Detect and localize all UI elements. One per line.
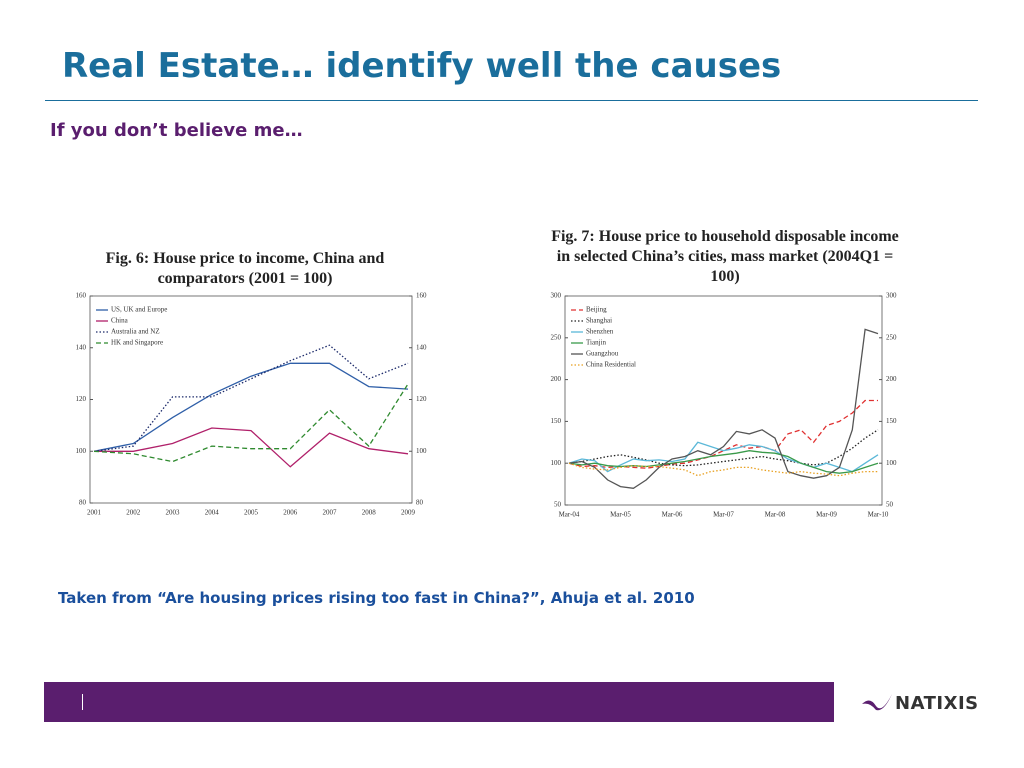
y2-tick-label: 100 (416, 447, 427, 455)
logo-text: NATIXIS (895, 693, 979, 714)
legend-label: US, UK and Europe (111, 306, 167, 314)
footer-divider (82, 694, 83, 710)
footer-bar (44, 682, 834, 722)
x-tick-label: 2006 (283, 509, 298, 517)
y2-tick-label: 300 (886, 292, 897, 300)
y2-tick-label: 140 (416, 343, 427, 351)
legend-label: Guangzhou (586, 350, 619, 358)
series-line (568, 429, 879, 467)
y-tick-label: 140 (76, 343, 87, 351)
legend-label: Beijing (586, 306, 607, 314)
y-tick-label: 250 (551, 333, 562, 341)
x-tick-label: 2003 (166, 509, 181, 517)
x-tick-label: 2001 (87, 509, 102, 517)
x-tick-label: 2002 (126, 509, 141, 517)
chart-title: Fig. 7: House price to household disposa… (551, 228, 899, 285)
legend-label: China Residential (586, 361, 636, 369)
legend-label: Shenzhen (586, 328, 614, 336)
series-line (93, 383, 409, 463)
y2-tick-label: 150 (886, 417, 897, 425)
title-rule (45, 100, 978, 101)
x-tick-label: Mar-06 (662, 511, 683, 519)
plot-frame (564, 295, 883, 506)
y2-tick-label: 50 (886, 501, 894, 509)
x-tick-label: Mar-07 (713, 511, 734, 519)
series-line (94, 427, 409, 468)
x-tick-label: Mar-10 (868, 511, 889, 519)
series-line (568, 441, 879, 473)
y-tick-label: 120 (76, 395, 87, 403)
y2-tick-label: 160 (416, 292, 427, 300)
x-tick-label: Mar-05 (610, 511, 631, 519)
subtitle: If you don’t believe me… (50, 120, 303, 141)
chart: 80 100 120 140 160 80 100 120 140 160 2001 2002 2003… (76, 292, 428, 517)
y2-tick-label: 100 (886, 459, 897, 467)
x-tick-label: Mar-04 (559, 511, 580, 519)
y-tick-label: 50 (554, 501, 562, 509)
y-tick-label: 80 (79, 499, 87, 507)
x-tick-label: Mar-09 (816, 511, 837, 519)
series-line (568, 462, 878, 477)
x-tick-label: 2009 (401, 509, 416, 517)
legend-label: Tianjin (586, 339, 606, 347)
chart-title: Fig. 6: House price to income, China and… (105, 250, 385, 287)
x-tick-label: Mar-08 (765, 511, 786, 519)
legend-label: China (111, 317, 129, 325)
y-tick-label: 100 (551, 459, 562, 467)
logo-mark (862, 694, 892, 711)
series-line (568, 328, 879, 489)
slide-title: Real Estate… identify well the causes (62, 46, 782, 86)
series-line (568, 450, 879, 474)
y-tick-label: 160 (76, 292, 87, 300)
y-tick-label: 100 (76, 447, 87, 455)
x-tick-label: 2005 (244, 509, 259, 517)
x-tick-label: 2007 (323, 509, 338, 517)
y-tick-label: 200 (551, 375, 562, 383)
x-tick-label: 2008 (362, 509, 377, 517)
y-tick-label: 150 (551, 417, 562, 425)
legend-label: Australia and NZ (111, 328, 160, 336)
legend-label: HK and Singapore (111, 339, 163, 347)
y2-tick-label: 120 (416, 395, 427, 403)
series-line (568, 399, 878, 469)
y2-tick-label: 250 (886, 333, 897, 341)
y2-tick-label: 80 (416, 499, 424, 507)
chart: 50 100 150 200 250 300 50 100 150 200 250 300 Mar-04… (551, 292, 898, 519)
series-line (93, 344, 409, 452)
source-caption: Taken from “Are housing prices rising to… (58, 589, 695, 607)
x-tick-label: 2004 (205, 509, 220, 517)
y-tick-label: 300 (551, 292, 562, 300)
legend-label: Shanghai (586, 317, 612, 325)
series-line (93, 362, 409, 452)
y2-tick-label: 200 (886, 375, 897, 383)
